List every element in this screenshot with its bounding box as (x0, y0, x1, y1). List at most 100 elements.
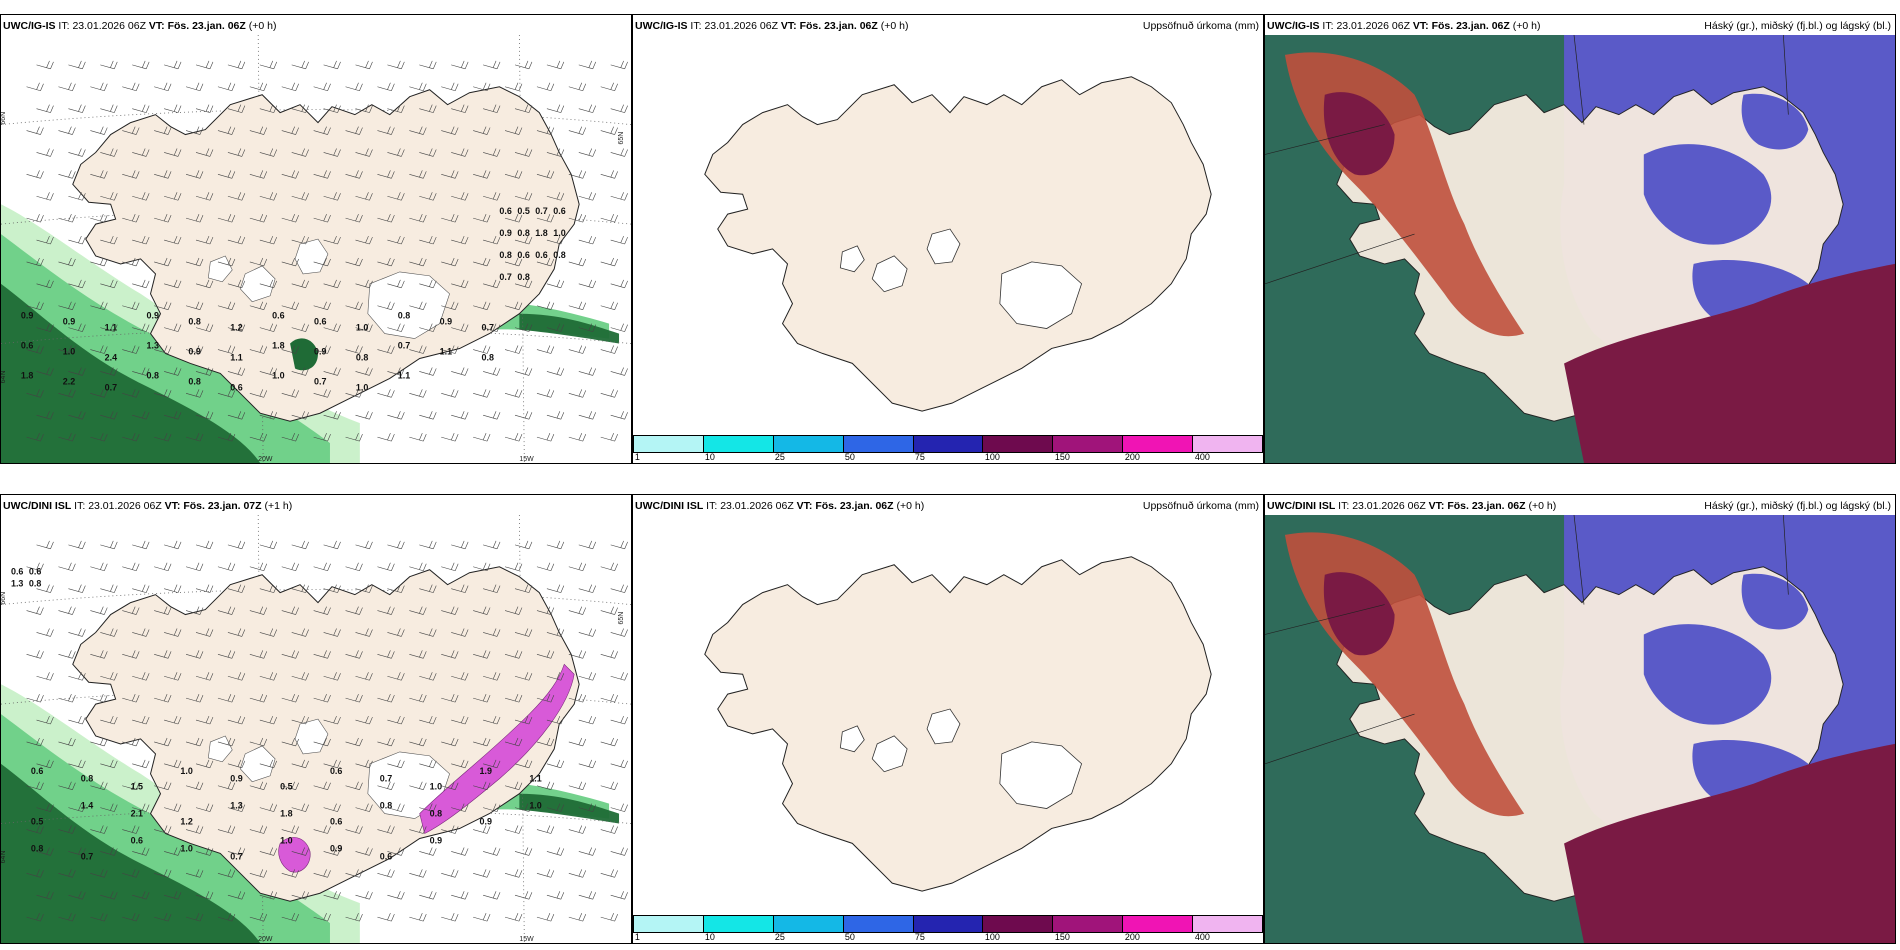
precip-value-label: 0.6 (517, 250, 529, 260)
lead-time: (+0 h) (1512, 20, 1541, 32)
precip-value-label: 1.0 (63, 347, 75, 357)
it-value: 23.01.2026 06Z (1336, 20, 1410, 32)
it-value: 23.01.2026 06Z (1352, 500, 1426, 512)
legend-swatch (1123, 916, 1194, 932)
precip-value-label: 0.5 (517, 206, 529, 216)
vt-value: Fös. 23.jan. 06Z (1447, 500, 1526, 512)
panel-header: UWC/DINI ISL IT: 23.01.2026 06Z VT: Fös.… (635, 497, 1263, 515)
axis-label: 20W (258, 456, 273, 463)
map-title: Háský (gr.), miðský (fj.bl.) og lágský (… (1704, 500, 1891, 512)
glacier (999, 741, 1083, 809)
legend-swatch (633, 436, 704, 452)
precip-value-label: 0.8 (31, 843, 43, 853)
precip-value-label: 1.0 (180, 843, 192, 853)
precip-value-label: 1.0 (553, 228, 565, 238)
precip-value-label: 0.6 (230, 382, 242, 392)
precip-value-label: 0.6 (21, 341, 33, 351)
glacier (239, 265, 276, 303)
vt-label: VT: (164, 500, 181, 512)
precip-value-label: 0.5 (31, 817, 43, 827)
vt-value: Fös. 23.jan. 06Z (815, 500, 894, 512)
axis-label: 64N (1, 851, 7, 864)
precip-area (1, 763, 261, 943)
precip-value-label: 0.6 (330, 817, 342, 827)
wind-precip-map: 66N 65N 64N 20W 15W 0.6 0.6 1.3 0.8 0.6 0.8 1.5 1.0 0… (1, 515, 631, 943)
low-cloud (1323, 92, 1395, 176)
precip-value-label: 0.9 (499, 228, 511, 238)
legend-tick-label: 1 (634, 452, 640, 462)
precip-value-label: 1.3 (11, 579, 23, 589)
wind-precip-map: 66N 65N 64N 20W 15W 0.6 0.5 0.7 0.6 0.9 0.8 1.8 1.0 0… (1, 35, 631, 463)
axis-label: 65N (618, 132, 625, 145)
precip-value-label: 0.6 (314, 317, 326, 327)
map-title: Uppsöfnuð úrkoma (mm) (1142, 500, 1259, 512)
vt-label: VT: (148, 20, 165, 32)
panel-header: UWC/DINI ISL IT: 23.01.2026 06Z VT: Fös.… (3, 497, 631, 515)
map-canvas: 66N 65N 64N 20W 15W 0.6 0.5 0.7 0.6 0.9 0.8 1.8 1.0 0… (1, 35, 631, 463)
legend-ticks: 1 10 25 50 75 100 150 200 400 (633, 932, 1263, 942)
legend-swatch (1123, 436, 1194, 452)
precip-value-label: 0.6 (499, 206, 511, 216)
legend-tick-label: 400 (1194, 932, 1210, 942)
lead-time: (+0 h) (880, 20, 909, 32)
precip-value-label: 0.9 (479, 817, 491, 827)
lead-time: (+0 h) (896, 500, 925, 512)
legend-tick-label: 75 (914, 452, 925, 462)
wind-barbs (26, 540, 628, 922)
precip-area (519, 793, 620, 824)
glacier (367, 271, 450, 339)
it-value: 23.01.2026 06Z (720, 500, 794, 512)
glacier (294, 718, 329, 755)
legend-swatch (983, 436, 1054, 452)
model-name: UWC/DINI ISL (3, 500, 72, 512)
legend-colorbar (633, 435, 1263, 453)
snow-area (278, 837, 311, 873)
precip-value-label: 0.7 (380, 774, 392, 784)
panel-header: UWC/IG-IS IT: 23.01.2026 06Z VT: Fös. 23… (635, 17, 1263, 35)
panel-top-right: UWC/IG-IS IT: 23.01.2026 06Z VT: Fös. 23… (1264, 14, 1896, 464)
mid-cloud (1643, 144, 1772, 245)
legend-tick-label: 100 (984, 932, 1000, 942)
precip-value-label: 1.0 (180, 766, 192, 776)
cloud-cover-map (1265, 515, 1895, 943)
legend-swatch (633, 916, 704, 932)
glacier (294, 238, 329, 275)
precip-value-label: 0.6 (535, 250, 547, 260)
lead-time: (+0 h) (248, 20, 277, 32)
legend-swatch (1053, 436, 1124, 452)
precip-value-label: 0.7 (481, 323, 493, 333)
legend-tick-label: 25 (774, 932, 785, 942)
precip-value-label: 1.9 (479, 766, 491, 776)
precip-legend: 1 10 25 50 75 100 150 200 400 (633, 433, 1263, 463)
glacier (208, 255, 233, 283)
low-cloud (1323, 572, 1395, 656)
precip-value-label: 1.1 (105, 323, 117, 333)
precip-value-label: 1.8 (280, 809, 292, 819)
glacier (926, 228, 961, 265)
legend-tick-label: 50 (844, 932, 855, 942)
precip-value-label: 1.1 (529, 774, 541, 784)
precip-value-label: 1.0 (356, 382, 368, 392)
axis-label: 66N (1, 592, 7, 605)
precip-value-label: 1.1 (440, 347, 452, 357)
precip-value-label: 2.1 (131, 809, 143, 819)
vt-value: Fös. 23.jan. 06Z (799, 20, 878, 32)
it-label: IT: (706, 500, 718, 512)
precip-value-label: 0.8 (29, 579, 41, 589)
precip-value-label: 0.5 (280, 782, 292, 792)
glacier (926, 708, 961, 745)
glacier (871, 255, 908, 293)
lead-time: (+1 h) (264, 500, 293, 512)
precip-value-label: 0.8 (517, 228, 529, 238)
mid-cloud (1643, 624, 1772, 725)
panel-bottom-right: UWC/DINI ISL IT: 23.01.2026 06Z VT: Fös.… (1264, 494, 1896, 944)
precip-value-label: 2.2 (63, 376, 75, 386)
cloud-cover-map (1265, 35, 1895, 463)
legend-swatch (1193, 916, 1263, 932)
accumulated-precip-map (633, 35, 1263, 433)
it-label: IT: (74, 500, 86, 512)
legend-tick-label: 1 (634, 932, 640, 942)
precip-value-label: 0.7 (535, 206, 547, 216)
panel-header: UWC/IG-IS IT: 23.01.2026 06Z VT: Fös. 23… (3, 17, 631, 35)
precip-value-label: 1.5 (131, 782, 143, 792)
